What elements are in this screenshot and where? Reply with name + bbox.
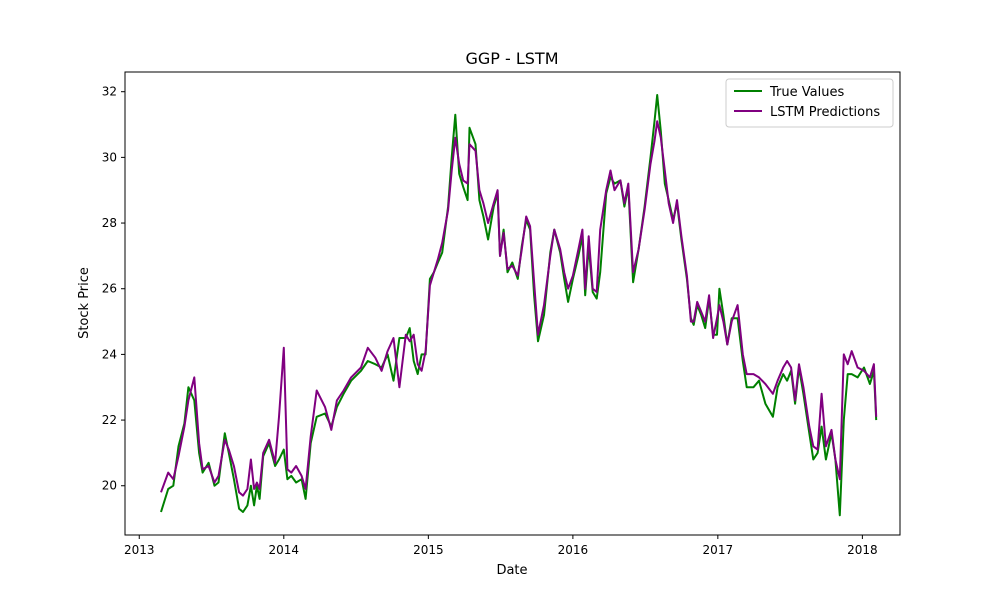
y-tick-label: 22 xyxy=(102,413,117,427)
x-tick-label: 2018 xyxy=(847,543,878,557)
series-line-lstm-predictions xyxy=(160,120,878,497)
legend-box xyxy=(725,78,894,128)
plot-lines xyxy=(160,94,878,517)
x-axis: 2013 2014 2015 2016 2017 2018 xyxy=(124,535,878,557)
y-tick-label: 32 xyxy=(102,85,117,99)
x-tick-label: 2013 xyxy=(124,543,155,557)
y-axis: 20 22 24 26 28 30 32 xyxy=(102,85,125,493)
y-tick-label: 28 xyxy=(102,216,117,230)
x-tick-label: 2017 xyxy=(703,543,734,557)
y-axis-title: Stock Price xyxy=(77,267,92,339)
y-tick-label: 30 xyxy=(102,150,117,164)
x-tick-label: 2016 xyxy=(558,543,589,557)
y-tick-label: 20 xyxy=(102,479,117,493)
legend-label-lstm-predictions: LSTM Predictions xyxy=(770,105,880,120)
chart-title: GGP - LSTM xyxy=(465,49,558,68)
y-tick-label: 24 xyxy=(102,347,117,361)
x-axis-title: Date xyxy=(496,563,527,578)
plot-frame xyxy=(124,71,901,536)
x-tick-label: 2015 xyxy=(413,543,444,557)
x-tick-label: 2014 xyxy=(269,543,300,557)
legend: True Values LSTM Predictions xyxy=(725,78,894,128)
y-tick-label: 26 xyxy=(102,282,117,296)
legend-label-true-values: True Values xyxy=(769,85,844,100)
